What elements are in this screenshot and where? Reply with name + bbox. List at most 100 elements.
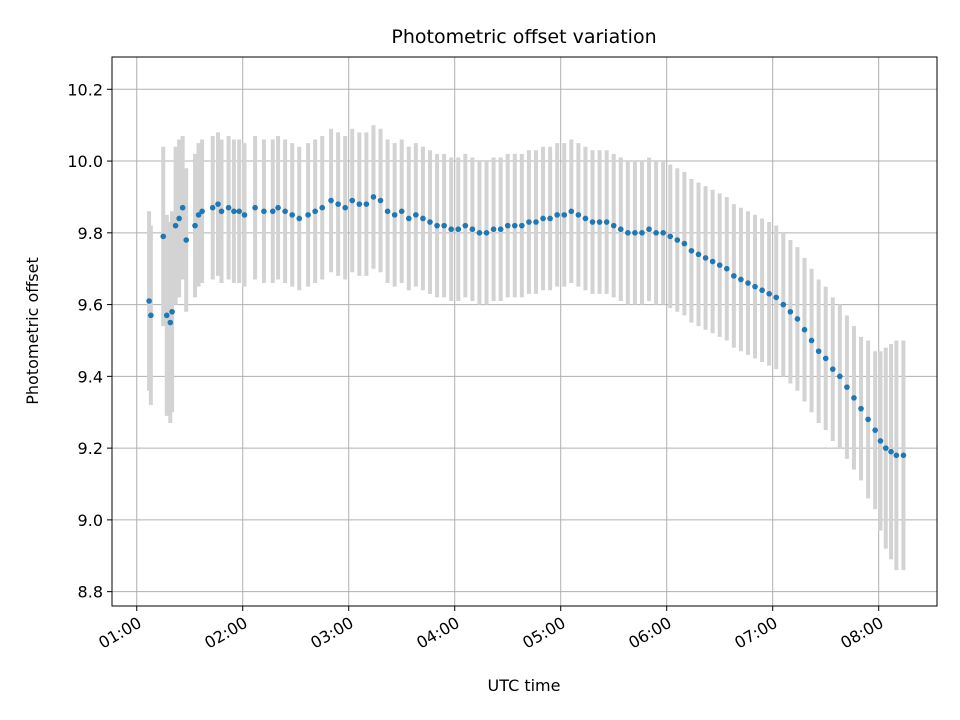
data-point <box>434 222 440 229</box>
data-point <box>215 201 221 207</box>
data-point <box>745 280 751 286</box>
y-axis-title: Photometric offset <box>23 257 42 405</box>
data-point <box>837 373 843 380</box>
data-point <box>462 222 469 229</box>
data-point <box>596 219 603 225</box>
data-point <box>646 226 652 233</box>
data-point <box>882 445 889 451</box>
data-point <box>829 366 836 372</box>
data-point <box>167 319 174 326</box>
data-point <box>497 226 504 233</box>
data-point <box>305 212 311 218</box>
data-point <box>195 212 202 218</box>
data-point <box>209 204 216 211</box>
data-point <box>328 197 334 204</box>
data-point <box>674 237 681 243</box>
plot-frame <box>111 56 938 607</box>
data-point <box>448 226 454 233</box>
data-point <box>617 226 624 233</box>
data-point <box>639 230 645 236</box>
data-point <box>610 222 617 229</box>
data-point <box>241 212 248 218</box>
data-point <box>413 212 419 218</box>
data-point <box>370 194 377 200</box>
data-point <box>289 212 295 218</box>
data-point <box>172 222 179 229</box>
data-point <box>504 222 511 229</box>
data-point <box>261 208 267 215</box>
data-point <box>225 204 232 211</box>
data-point <box>319 204 326 211</box>
data-point <box>511 222 518 229</box>
data-point <box>603 219 610 225</box>
data-point <box>568 208 575 215</box>
data-point <box>695 251 702 258</box>
data-point <box>851 395 857 401</box>
data-point <box>356 201 363 207</box>
data-point <box>490 226 497 233</box>
x-tick-label: 08:00 <box>837 613 886 653</box>
data-point <box>681 240 688 247</box>
x-tick-label: 02:00 <box>201 613 250 653</box>
data-point <box>759 287 765 294</box>
data-point <box>469 226 476 233</box>
data-point <box>252 204 258 211</box>
data-point <box>625 230 631 236</box>
x-tick-label: 03:00 <box>307 613 356 653</box>
data-point <box>342 204 348 211</box>
x-tick-label: 06:00 <box>625 613 674 653</box>
data-point <box>519 222 525 229</box>
data-point <box>858 405 864 412</box>
data-point <box>199 208 205 215</box>
data-point <box>709 258 716 265</box>
y-tick-label: 9.8 <box>78 224 103 243</box>
data-point <box>877 438 884 444</box>
ticks: 01:00 02:00 03:00 04:00 05:00 06:00 07:00 08:00… <box>67 80 886 652</box>
data-point <box>653 230 659 236</box>
data-point <box>148 312 154 319</box>
data-point <box>731 273 737 279</box>
data-points <box>146 194 907 459</box>
x-axis-title: UTC time <box>488 676 561 695</box>
data-point <box>801 326 808 333</box>
data-point <box>476 230 483 236</box>
data-point <box>179 204 186 211</box>
chart-title: Photometric offset variation <box>391 26 656 48</box>
data-point <box>787 308 794 315</box>
data-point <box>773 294 780 301</box>
data-point <box>660 230 666 236</box>
data-point <box>282 208 288 215</box>
data-point <box>176 215 182 222</box>
y-tick-label: 9.0 <box>78 511 103 530</box>
data-point <box>526 219 532 225</box>
data-point <box>794 316 801 322</box>
grid <box>112 57 937 606</box>
data-point <box>752 283 758 290</box>
y-tick-label: 9.2 <box>78 439 103 458</box>
data-point <box>192 222 198 229</box>
data-point <box>420 215 426 222</box>
data-point <box>533 219 539 225</box>
data-point <box>275 204 281 211</box>
data-point <box>688 247 695 254</box>
data-point <box>575 212 582 218</box>
data-point <box>231 208 237 215</box>
y-tick-label: 9.6 <box>78 296 103 315</box>
data-point <box>405 215 412 222</box>
data-point <box>900 452 907 459</box>
y-tick-label: 9.4 <box>78 367 103 386</box>
data-point <box>561 212 568 218</box>
data-point <box>822 355 829 362</box>
data-point <box>888 448 894 455</box>
data-point <box>808 337 815 344</box>
x-tick-label: 04:00 <box>413 613 462 653</box>
data-point <box>455 226 462 233</box>
data-point <box>146 298 152 304</box>
data-point <box>269 208 276 215</box>
data-point <box>377 197 384 204</box>
data-point <box>547 215 553 222</box>
data-point <box>335 201 341 207</box>
data-point <box>363 201 370 207</box>
y-tick-label: 10.2 <box>67 80 103 99</box>
